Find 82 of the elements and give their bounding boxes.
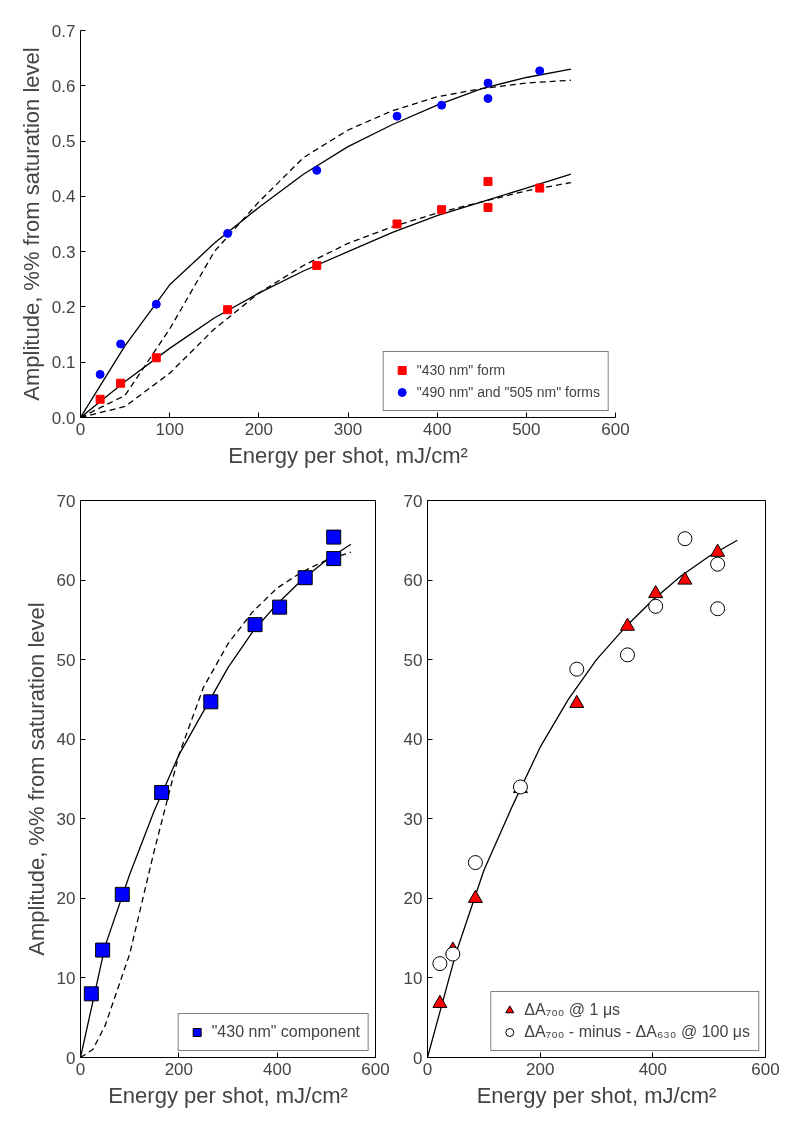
x-tick-label: 400 xyxy=(638,1059,668,1079)
point xyxy=(223,228,233,238)
legend-label: "490 nm" and "505 nm" forms xyxy=(416,384,600,400)
y-tick-label: 60 xyxy=(403,571,423,591)
y-tick-label: 0.4 xyxy=(51,187,76,207)
point xyxy=(297,570,313,586)
x-tick-label: 200 xyxy=(164,1059,194,1079)
y-tick-label: 70 xyxy=(403,491,423,511)
x-tick-label: 200 xyxy=(525,1059,555,1079)
y-tick-label: 0.3 xyxy=(51,242,76,262)
x-tick-label: 500 xyxy=(512,419,541,439)
y-tick-label: 40 xyxy=(403,730,423,750)
y-tick-label: 0.5 xyxy=(51,132,76,152)
point xyxy=(116,339,126,349)
point xyxy=(483,94,493,103)
x-tick-label: 600 xyxy=(751,1059,780,1079)
point xyxy=(392,111,402,121)
y-axis-title: Amplitude, %% from saturation level xyxy=(23,602,49,956)
x-tick-label: 400 xyxy=(262,1059,292,1079)
point xyxy=(83,986,99,1002)
y-tick-label: 0.7 xyxy=(51,21,76,41)
point xyxy=(154,785,170,801)
point xyxy=(648,585,664,599)
point xyxy=(535,183,545,193)
point xyxy=(437,205,447,215)
x-tick-label: 600 xyxy=(361,1059,390,1079)
y-tick-label: 20 xyxy=(56,889,76,909)
point xyxy=(326,529,342,545)
y-tick-label: 50 xyxy=(403,650,423,670)
point xyxy=(151,353,161,363)
point xyxy=(95,394,105,404)
y-tick-label: 10 xyxy=(403,968,423,988)
y-tick-label: 10 xyxy=(56,968,76,988)
point xyxy=(569,694,585,708)
legend-label: ΔA₇₀₀ @ 1 μs xyxy=(524,1001,621,1019)
point xyxy=(95,369,105,379)
y-tick-label: 50 xyxy=(56,650,76,670)
point xyxy=(326,551,342,567)
y-tick-label: 70 xyxy=(56,491,76,511)
x-axis-title: Energy per shot, mJ/cm² xyxy=(476,1082,717,1108)
x-tick-label: 200 xyxy=(244,419,274,439)
point xyxy=(483,78,493,88)
x-axis-title: Energy per shot, mJ/cm² xyxy=(108,1082,348,1108)
x-tick-label: 100 xyxy=(155,419,184,439)
legend-label: "430 nm" component xyxy=(211,1023,360,1041)
point xyxy=(95,942,111,958)
point xyxy=(432,994,448,1008)
point xyxy=(677,571,693,585)
x-tick-label: 400 xyxy=(422,419,452,439)
point xyxy=(272,599,288,615)
point xyxy=(203,694,219,710)
y-tick-label: 20 xyxy=(403,889,423,909)
y-tick-label: 0.2 xyxy=(51,297,76,317)
point xyxy=(535,66,545,76)
point xyxy=(116,378,126,388)
point xyxy=(445,946,461,962)
y-tick-label: 40 xyxy=(56,730,76,750)
legend-label: "430 nm" form xyxy=(416,362,506,378)
point xyxy=(437,100,447,110)
y-tick-label: 0.0 xyxy=(51,408,76,428)
legend-label: ΔA₇₀₀ - minus - ΔA₆₃₀ @ 100 μs xyxy=(524,1023,750,1041)
x-axis-title: Energy per shot, mJ/cm² xyxy=(228,442,468,468)
point xyxy=(247,617,263,633)
point xyxy=(619,617,635,631)
point xyxy=(483,176,493,186)
x-tick-label: 300 xyxy=(333,419,363,439)
y-axis-title: Amplitude, %% from saturation level xyxy=(18,47,44,401)
y-tick-label: 30 xyxy=(403,809,423,829)
y-tick-label: 30 xyxy=(56,809,76,829)
point xyxy=(710,543,726,557)
point xyxy=(151,299,161,309)
x-tick-label: 600 xyxy=(601,419,630,439)
y-tick-label: 60 xyxy=(56,571,76,591)
point xyxy=(114,886,130,902)
point xyxy=(223,305,233,315)
point xyxy=(392,219,402,229)
y-tick-label: 0.1 xyxy=(51,353,76,373)
point xyxy=(483,202,493,212)
point xyxy=(467,889,483,903)
point xyxy=(312,260,322,270)
point xyxy=(312,165,322,175)
y-tick-label: 0.6 xyxy=(51,76,76,96)
